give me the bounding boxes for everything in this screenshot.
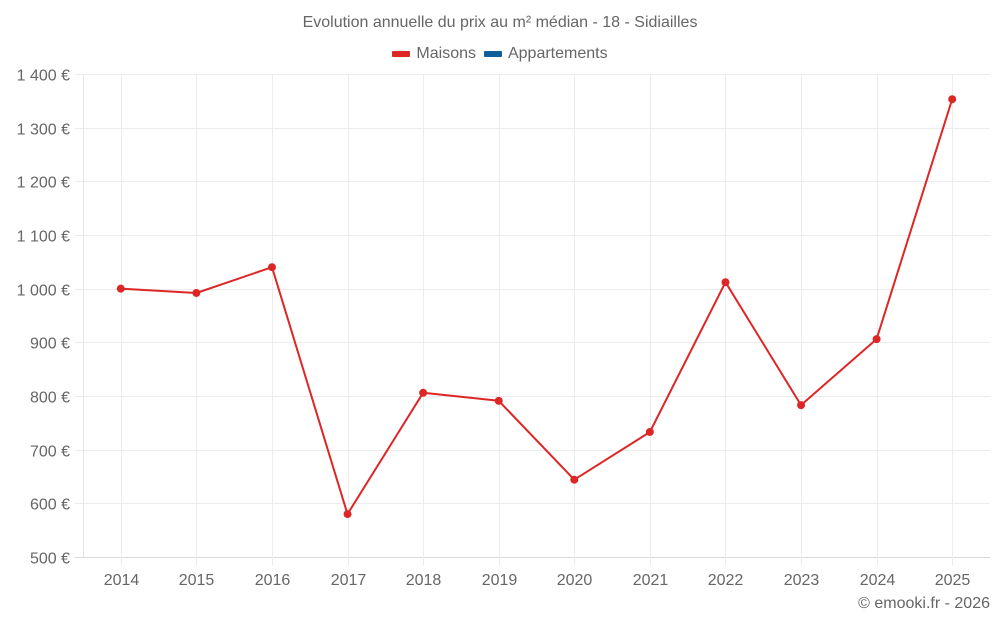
x-tick-label: 2014 <box>104 572 140 589</box>
data-point[interactable] <box>343 510 352 519</box>
x-tick-label: 2024 <box>860 572 896 589</box>
data-point[interactable] <box>116 284 125 293</box>
credit: © emooki.fr - 2026 <box>858 595 990 612</box>
x-tick-label: 2022 <box>708 572 744 589</box>
x-axis: 2014 2015 2016 2017 2018 2019 2020 2021 2022 2023… <box>104 572 971 589</box>
legend-label: Appartements <box>507 45 608 62</box>
y-tick-label: 900 € <box>30 336 70 353</box>
data-point[interactable] <box>645 427 654 436</box>
y-tick-label: 1 200 € <box>17 175 70 192</box>
data-point[interactable] <box>872 335 881 344</box>
data-point[interactable] <box>419 388 428 397</box>
y-tick-label: 500 € <box>30 551 70 568</box>
data-point[interactable] <box>267 263 276 272</box>
data-point[interactable] <box>494 396 503 405</box>
x-tick-label: 2017 <box>331 572 367 589</box>
legend: Maisons Appartements <box>0 45 1000 63</box>
y-tick-label: 800 € <box>30 390 70 407</box>
x-tick-label: 2021 <box>633 572 669 589</box>
data-point[interactable] <box>948 95 957 104</box>
chart-title: Evolution annuelle du prix au m² médian … <box>302 14 698 31</box>
data-point[interactable] <box>797 401 806 410</box>
grid-lines <box>75 74 990 565</box>
x-tick-label: 2015 <box>179 572 215 589</box>
legend-label: Maisons <box>416 45 476 62</box>
data-point[interactable] <box>192 288 201 297</box>
appartements-swatch-icon <box>483 51 502 57</box>
x-tick-label: 2023 <box>784 572 820 589</box>
y-tick-label: 700 € <box>30 444 70 461</box>
x-tick-label: 2019 <box>482 572 518 589</box>
legend-item-maisons[interactable]: Maisons <box>392 45 476 63</box>
series-maisons <box>116 95 957 519</box>
x-tick-label: 2016 <box>255 572 291 589</box>
x-tick-label: 2018 <box>406 572 442 589</box>
data-point[interactable] <box>570 475 579 484</box>
maisons-swatch-icon <box>392 51 411 57</box>
legend-item-appartements[interactable]: Appartements <box>483 45 608 63</box>
y-tick-label: 1 100 € <box>17 229 70 246</box>
data-point[interactable] <box>721 278 730 287</box>
y-tick-label: 1 000 € <box>17 283 70 300</box>
y-tick-label: 1 300 € <box>17 122 70 139</box>
y-tick-label: 600 € <box>30 497 70 514</box>
x-tick-label: 2020 <box>557 572 593 589</box>
y-axis: 1 400 € 1 300 € 1 200 € 1 100 € 1 000 € 900 €… <box>17 68 70 568</box>
y-tick-label: 1 400 € <box>17 68 70 85</box>
x-tick-label: 2025 <box>935 572 971 589</box>
